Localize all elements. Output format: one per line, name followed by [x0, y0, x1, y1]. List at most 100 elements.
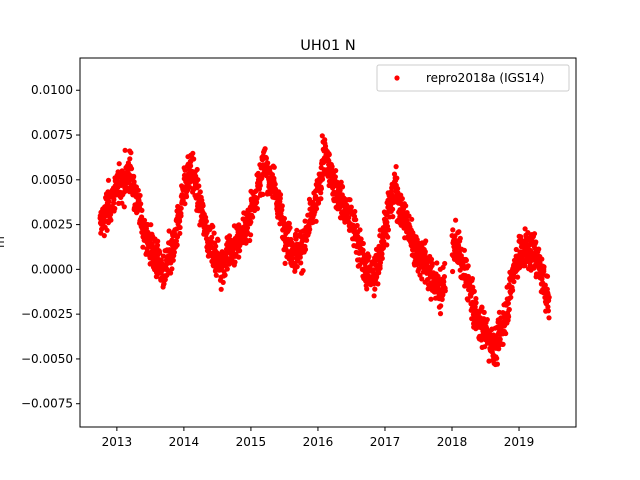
- data-point: [505, 300, 511, 306]
- data-point: [171, 249, 177, 255]
- data-point: [157, 250, 163, 256]
- data-point: [262, 146, 268, 152]
- data-point: [122, 147, 128, 153]
- data-point: [465, 273, 471, 280]
- data-point: [297, 254, 303, 260]
- y-tick-label: −0.0025: [21, 307, 73, 321]
- legend-label: repro2018a (IGS14): [426, 71, 544, 85]
- data-point: [456, 229, 462, 235]
- data-point: [148, 222, 154, 228]
- data-point: [263, 155, 269, 161]
- data-point: [318, 186, 324, 192]
- data-point: [352, 208, 358, 215]
- data-point: [298, 260, 304, 266]
- data-point: [500, 341, 506, 347]
- data-point: [220, 279, 226, 285]
- data-point: [188, 163, 194, 169]
- data-point: [457, 235, 463, 241]
- data-point: [498, 315, 504, 321]
- x-axis: 2013 2014 2015 2016 2017 2018 2019: [102, 427, 534, 449]
- data-point: [281, 215, 287, 222]
- data-point: [385, 227, 391, 233]
- data-point: [522, 226, 528, 232]
- data-point: [168, 270, 174, 276]
- data-point: [450, 268, 456, 275]
- data-point: [218, 286, 224, 292]
- data-point: [137, 192, 143, 199]
- data-point: [546, 315, 552, 321]
- data-point: [177, 224, 183, 231]
- data-point: [178, 205, 184, 211]
- data-point: [506, 314, 512, 320]
- data-point: [384, 242, 390, 248]
- data-point: [391, 171, 398, 177]
- data-point: [128, 150, 134, 156]
- data-point: [243, 236, 249, 242]
- data-point: [139, 214, 145, 220]
- data-point: [348, 204, 354, 210]
- data-point: [441, 274, 447, 280]
- y-axis: 0.0100 0.0075 0.0050 0.0025 0.0000 −0.0025 −0.…: [21, 83, 80, 411]
- data-point: [294, 227, 300, 233]
- data-point: [539, 276, 545, 282]
- data-point: [403, 203, 409, 209]
- data-point: [541, 268, 547, 274]
- data-point: [434, 260, 440, 266]
- data-point: [545, 308, 552, 314]
- data-point: [381, 238, 387, 244]
- data-point: [121, 204, 127, 210]
- data-point: [247, 237, 253, 244]
- data-point: [334, 179, 340, 185]
- data-point: [313, 206, 320, 212]
- data-point: [393, 164, 399, 170]
- data-point: [160, 253, 166, 259]
- y-tick-label: 0.0075: [31, 128, 73, 142]
- data-point: [197, 189, 203, 195]
- data-point: [437, 311, 444, 317]
- data-point: [457, 267, 463, 273]
- data-point: [366, 253, 372, 260]
- data-point: [203, 214, 209, 220]
- data-point: [497, 336, 503, 342]
- data-point: [215, 237, 221, 243]
- data-point: [224, 266, 230, 272]
- data-point: [380, 245, 386, 251]
- data-point: [330, 185, 336, 191]
- data-point: [244, 225, 251, 231]
- data-point: [315, 200, 322, 206]
- data-point: [494, 355, 500, 361]
- data-point: [511, 279, 517, 285]
- data-point: [354, 222, 360, 229]
- data-point: [111, 196, 117, 203]
- data-point: [182, 201, 188, 207]
- data-point: [290, 255, 296, 261]
- data-point: [339, 184, 346, 190]
- data-point: [332, 174, 338, 180]
- data-point: [248, 219, 254, 225]
- data-point: [539, 256, 545, 262]
- data-point: [465, 263, 471, 269]
- data-point: [374, 274, 380, 280]
- data-point: [222, 272, 228, 278]
- data-point: [440, 264, 446, 270]
- legend-box: [376, 64, 570, 92]
- data-point: [453, 217, 459, 223]
- data-point: [546, 294, 552, 300]
- data-point: [294, 264, 300, 270]
- data-point: [376, 270, 382, 276]
- data-point: [473, 300, 479, 306]
- data-point: [139, 207, 145, 213]
- data-point: [302, 218, 308, 224]
- y-tick-label: −0.0075: [21, 397, 73, 411]
- data-point: [333, 168, 339, 174]
- y-tick-label: 0.0025: [31, 218, 73, 232]
- data-point: [138, 201, 144, 207]
- data-point: [484, 317, 490, 323]
- data-point: [265, 160, 271, 166]
- x-tick-label: 2015: [236, 435, 267, 449]
- data-point: [293, 236, 299, 242]
- y-tick-label: 0.0000: [31, 262, 73, 276]
- data-point: [286, 220, 292, 227]
- data-point: [210, 224, 216, 230]
- data-point: [536, 246, 542, 252]
